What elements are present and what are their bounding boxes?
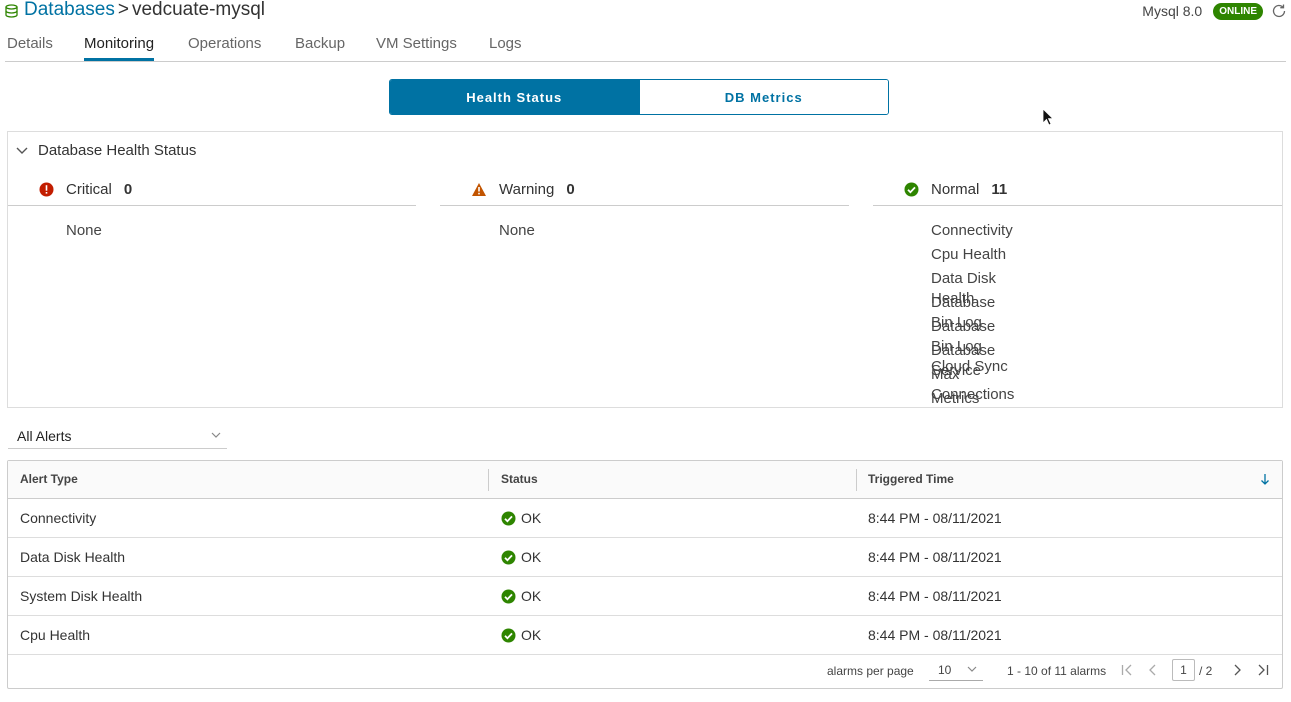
- chevron-down-icon: [967, 666, 977, 672]
- page-header: Databases > vedcuate-mysql Mysql 8.0 ONLIN…: [0, 0, 1291, 24]
- header-status: Mysql 8.0 ONLINE: [1142, 0, 1291, 22]
- panel-header[interactable]: Database Health Status: [16, 142, 196, 159]
- filter-value: All Alerts: [17, 428, 72, 444]
- warning-icon: [472, 183, 486, 196]
- health-status-panel: Database Health Status Critical 0 None W…: [7, 131, 1283, 408]
- critical-list: None: [66, 221, 102, 245]
- alert-type-cell: Connectivity: [20, 509, 97, 526]
- list-item: None: [499, 222, 535, 239]
- tab-details[interactable]: Details: [7, 35, 53, 52]
- tab-bar: Details Monitoring Operations Backup VM …: [5, 32, 1286, 62]
- chevron-down-icon: [211, 432, 221, 438]
- health-status-button[interactable]: Health Status: [390, 80, 639, 114]
- refresh-icon[interactable]: [1270, 2, 1288, 20]
- critical-header: Critical 0: [8, 174, 416, 206]
- table-row[interactable]: Connectivity OK 8:44 PM - 08/11/2021: [8, 499, 1282, 538]
- list-item: Max Connections: [931, 366, 1015, 403]
- table-footer: alarms per page 10 1 - 10 of 11 alarms 1…: [8, 654, 1282, 689]
- pagination-range: 1 - 10 of 11 alarms: [1007, 664, 1107, 678]
- warning-list: None: [499, 221, 535, 245]
- list-item: Data Disk Health: [931, 270, 997, 307]
- warning-count: 0: [566, 181, 575, 198]
- critical-count: 0: [123, 181, 133, 198]
- column-divider[interactable]: [488, 469, 489, 491]
- normal-count: 11: [991, 181, 1008, 198]
- list-item: Cpu Health: [931, 246, 1007, 263]
- last-page-icon[interactable]: [1256, 663, 1270, 677]
- triggered-time-cell: 8:44 PM - 08/11/2021: [868, 587, 1002, 604]
- next-page-icon[interactable]: [1230, 663, 1244, 677]
- db-metrics-button[interactable]: DB Metrics: [638, 80, 888, 114]
- tab-logs[interactable]: Logs: [489, 35, 522, 52]
- tab-monitoring[interactable]: Monitoring: [84, 32, 155, 61]
- column-header-triggered-time[interactable]: Triggered Time: [868, 472, 954, 486]
- table-header: Alert Type Status Triggered Time: [8, 461, 1282, 499]
- triggered-time-cell: 8:44 PM - 08/11/2021: [868, 548, 1002, 565]
- alerts-table: Alert Type Status Triggered Time Connect…: [7, 460, 1283, 689]
- list-item: Metrics: [931, 390, 980, 407]
- check-circle-icon: [904, 182, 919, 197]
- view-toggle: Health Status DB Metrics: [389, 79, 889, 115]
- chevron-down-icon[interactable]: [16, 147, 28, 155]
- status-text: OK: [521, 509, 542, 526]
- sort-descending-icon[interactable]: [1260, 473, 1270, 486]
- triggered-time-cell: 8:44 PM - 08/11/2021: [868, 509, 1002, 526]
- status-cell: OK: [501, 499, 541, 537]
- status-text: OK: [521, 626, 542, 643]
- page-number-input[interactable]: 1: [1172, 659, 1195, 681]
- warning-label: Warning: [499, 181, 555, 198]
- panel-title: Database Health Status: [38, 142, 197, 159]
- status-cell: OK: [501, 577, 541, 615]
- list-item: Connectivity: [931, 222, 1013, 239]
- alert-type-cell: System Disk Health: [20, 587, 143, 604]
- per-page-label: alarms per page: [827, 664, 914, 678]
- list-item: None: [66, 222, 102, 239]
- first-page-icon[interactable]: [1120, 663, 1134, 677]
- table-row[interactable]: System Disk Health OK 8:44 PM - 08/11/20…: [8, 577, 1282, 616]
- warning-header: Warning 0: [440, 174, 849, 206]
- critical-label: Critical: [66, 181, 112, 198]
- list-item: Database Bin Log: [931, 294, 996, 331]
- table-row[interactable]: Data Disk Health OK 8:44 PM - 08/11/2021: [8, 538, 1282, 577]
- status-text: OK: [521, 587, 542, 604]
- normal-list: Connectivity Cpu Health Data Disk Health…: [931, 221, 1015, 407]
- per-page-value: 10: [938, 663, 952, 677]
- breadcrumb-databases-link[interactable]: Databases: [24, 0, 115, 20]
- page-title: vedcuate-mysql: [131, 0, 266, 20]
- list-item: Database Service: [931, 342, 996, 379]
- status-badge: ONLINE: [1213, 2, 1263, 20]
- normal-label: Normal: [931, 181, 980, 198]
- alert-type-cell: Cpu Health: [20, 626, 91, 643]
- check-circle-icon: [501, 550, 516, 564]
- table-row[interactable]: Cpu Health OK 8:44 PM - 08/11/2021: [8, 616, 1282, 655]
- status-text: OK: [521, 548, 542, 565]
- status-cell: OK: [501, 616, 541, 654]
- list-item: Database Bin Log Cloud Sync: [931, 318, 1008, 375]
- tab-backup[interactable]: Backup: [295, 35, 346, 52]
- column-divider[interactable]: [856, 469, 857, 491]
- check-circle-icon: [501, 511, 516, 525]
- normal-header: Normal 11: [873, 174, 1282, 206]
- check-circle-icon: [501, 589, 516, 603]
- breadcrumb: Databases > vedcuate-mysql: [24, 0, 265, 22]
- mouse-cursor-icon: [1042, 108, 1054, 126]
- alert-type-cell: Data Disk Health: [20, 548, 126, 565]
- critical-icon: [39, 182, 54, 197]
- tab-vm-settings[interactable]: VM Settings: [376, 35, 457, 52]
- column-header-alert-type[interactable]: Alert Type: [20, 472, 78, 486]
- column-header-status[interactable]: Status: [501, 472, 538, 486]
- page-total: / 2: [1199, 664, 1213, 678]
- check-circle-icon: [501, 628, 516, 642]
- status-cell: OK: [501, 538, 541, 576]
- previous-page-icon[interactable]: [1146, 663, 1160, 677]
- per-page-select[interactable]: 10: [929, 657, 983, 681]
- alert-filter-select[interactable]: All Alerts: [8, 424, 227, 449]
- database-icon: [5, 4, 18, 18]
- tab-operations[interactable]: Operations: [188, 35, 262, 52]
- breadcrumb-separator: >: [117, 0, 129, 20]
- db-version: Mysql 8.0: [1142, 3, 1203, 19]
- triggered-time-cell: 8:44 PM - 08/11/2021: [868, 626, 1002, 643]
